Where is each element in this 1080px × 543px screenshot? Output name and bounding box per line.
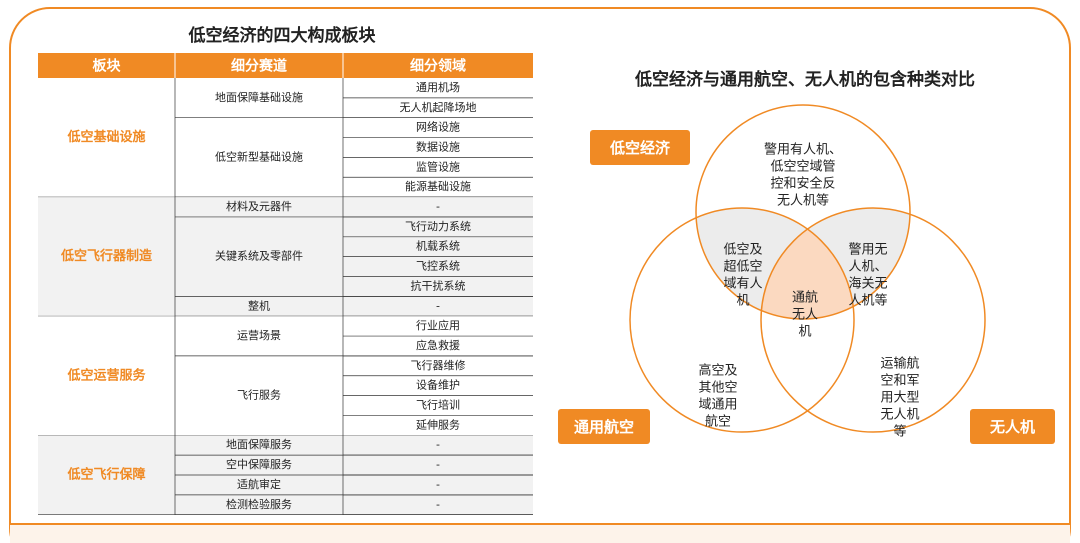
item: 数据设施	[416, 139, 460, 153]
sub-name: 空中保障服务	[226, 457, 292, 471]
region-text: 航空	[705, 414, 731, 430]
item: 通用机场	[416, 80, 460, 94]
region-text: 警用有人机、	[764, 142, 842, 158]
section-name: 低空飞行保障	[66, 467, 145, 483]
region-text: 控和安全反	[770, 176, 835, 192]
region-text: 空和军	[880, 374, 919, 389]
item: -	[436, 299, 440, 312]
item: -	[436, 478, 440, 491]
set-label: 低空经济	[609, 139, 671, 157]
region-text: 域通用	[698, 398, 737, 413]
section-name: 低空基础设施	[66, 129, 145, 145]
item: 机载系统	[416, 239, 460, 253]
region-text: 机	[798, 325, 811, 340]
item: 飞控系统	[416, 259, 460, 273]
item: 抗干扰系统	[411, 278, 466, 292]
region-text: 警用无	[848, 242, 887, 258]
item: -	[436, 498, 440, 511]
item: 设备维护	[416, 378, 460, 392]
region-text: 人机等	[848, 293, 887, 309]
header-cell: 细分领域	[410, 58, 466, 75]
region-text: 其他空	[698, 381, 737, 396]
item: 无人机起降场地	[400, 100, 477, 114]
set-label: 无人机	[989, 418, 1035, 436]
item: 网络设施	[416, 120, 460, 134]
region-text: 海关无	[848, 277, 887, 292]
set-label-bg	[558, 409, 650, 444]
item: 飞行动力系统	[405, 220, 471, 233]
region-text: 低空及	[723, 243, 762, 258]
circle	[629, 207, 855, 433]
set-label-bg	[590, 130, 690, 165]
item: 行业应用	[416, 318, 460, 332]
item: -	[436, 200, 440, 213]
sub-name: 关键系统及零部件	[215, 249, 303, 263]
section-name: 低空运营服务	[66, 367, 146, 383]
frame	[9, 7, 1071, 543]
region-text: 人机、	[848, 260, 887, 275]
region-text: 域有人	[723, 277, 762, 292]
sub-name: 地面保障服务	[226, 437, 292, 451]
sub-name: 适航审定	[237, 477, 281, 491]
region-text: 通航	[792, 290, 818, 306]
region-text: 运输航	[880, 356, 919, 372]
sub-name: 低空新型基础设施	[215, 149, 303, 163]
circle	[695, 104, 911, 320]
circle	[760, 207, 986, 433]
region-text: 无人机	[880, 408, 919, 423]
region-text: 低空空域管	[770, 160, 835, 175]
item: 飞行器维修	[411, 358, 466, 372]
table-title: 低空经济的四大构成板块	[188, 25, 377, 46]
region-text: 高空及	[698, 363, 737, 379]
region-text: 等	[893, 424, 906, 440]
sub-name: 检测检验服务	[226, 497, 292, 511]
sub-name: 运营场景	[237, 328, 281, 342]
venn-title: 低空经济与通用航空、无人机的包含种类对比	[634, 69, 975, 90]
region-text: 无人机等	[777, 193, 829, 209]
sub-name: 材料及元器件	[226, 199, 292, 213]
region-text: 机	[736, 294, 749, 309]
region-text: 无人	[792, 308, 818, 323]
header-bg	[38, 53, 533, 78]
region-text: 用大型	[880, 391, 919, 406]
region-text: 超低空	[723, 260, 762, 275]
set-label-bg	[970, 409, 1055, 444]
item: 飞行培训	[416, 398, 460, 412]
set-label: 通用航空	[574, 418, 634, 436]
item: -	[436, 438, 440, 451]
item: 能源基础设施	[405, 179, 471, 193]
sub-name: 整机	[248, 298, 270, 312]
item: 应急救援	[416, 338, 460, 352]
footer-strip	[10, 524, 1070, 543]
item: -	[436, 458, 440, 471]
section-name: 低空飞行器制造	[60, 248, 153, 264]
item: 延伸服务	[416, 418, 460, 431]
header-cell: 细分赛道	[231, 58, 287, 75]
sub-name: 地面保障基础设施	[215, 90, 303, 104]
item: 监管设施	[416, 159, 460, 173]
sub-name: 飞行服务	[237, 389, 281, 402]
header-cell: 板块	[93, 58, 122, 75]
